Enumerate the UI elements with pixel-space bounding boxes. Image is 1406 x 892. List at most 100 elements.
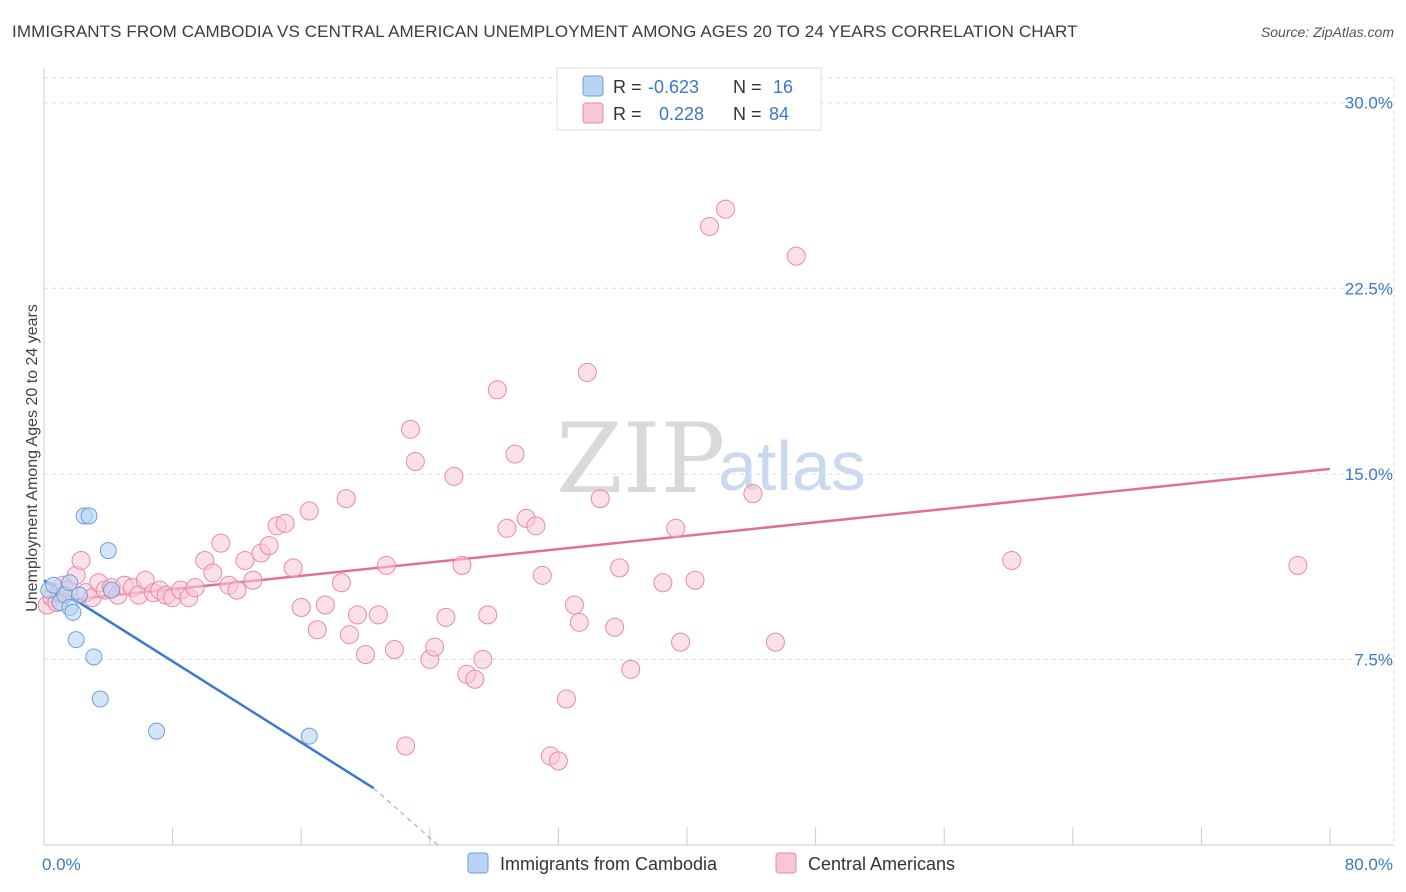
central-americans-point — [609, 558, 629, 578]
central-americans-point — [700, 216, 720, 236]
central-americans-point — [605, 617, 625, 637]
central-americans-point — [384, 640, 404, 660]
x-tick-label: 80.0% — [1345, 855, 1393, 874]
legend-label-central-americans: Central Americans — [808, 854, 955, 874]
legend-swatch-cambodia — [467, 852, 489, 874]
central-americans-point — [368, 605, 388, 625]
central-americans-point — [590, 489, 610, 509]
cambodia-point — [80, 507, 98, 525]
central-americans-point — [671, 632, 691, 652]
central-americans-point — [203, 563, 223, 583]
legend-swatch-central-americans — [775, 852, 797, 874]
cambodia-point — [85, 648, 103, 666]
central-americans-point — [401, 419, 421, 439]
central-americans-point — [291, 597, 311, 617]
legend-swatch-blue — [582, 75, 604, 97]
central-americans-point — [275, 513, 295, 533]
cambodia-trend-line — [43, 579, 375, 790]
central-americans-point — [315, 595, 335, 615]
central-americans-point — [425, 637, 445, 657]
central-americans-point — [621, 659, 641, 679]
y-tick-labels: 7.5% 15.0% 22.5% 30.0% — [1345, 94, 1393, 670]
central-americans-point — [569, 612, 589, 632]
cambodia-point — [61, 574, 79, 592]
central-americans-point — [564, 595, 584, 615]
central-americans-point — [356, 644, 375, 664]
central-americans-point — [473, 649, 493, 669]
central-americans-point — [505, 444, 525, 464]
central-americans-point — [465, 669, 485, 689]
central-americans-point — [497, 518, 517, 538]
central-americans-point — [1002, 550, 1022, 570]
central-americans-point — [227, 580, 247, 600]
central-americans-point — [283, 558, 303, 578]
legend-r-value: -0.623 — [648, 77, 699, 97]
central-americans-point — [235, 550, 255, 570]
central-americans-point — [336, 489, 356, 509]
legend-r-label: R = — [613, 104, 642, 124]
y-tick-label: 22.5% — [1345, 279, 1393, 298]
central-americans-point — [299, 501, 319, 521]
source-credit: Source: ZipAtlas.com — [1260, 24, 1394, 40]
axes — [43, 68, 1394, 846]
cambodia-point — [91, 690, 109, 708]
trend-lines — [43, 467, 1331, 846]
central-americans-point — [259, 536, 279, 556]
central-americans-point — [653, 573, 673, 593]
cambodia-point — [70, 586, 88, 604]
cambodia-point — [300, 727, 318, 745]
cambodia-point — [103, 581, 121, 599]
central-americans-point — [548, 751, 568, 771]
central-americans-point — [243, 570, 263, 590]
legend-r-label: R = — [613, 77, 642, 97]
watermark: ZIP atlas — [556, 403, 866, 515]
legend-r-value: 0.228 — [654, 104, 704, 124]
central-americans-point — [532, 565, 552, 585]
y-axis-label: Unemployment Among Ages 20 to 24 years — [24, 304, 41, 612]
cambodia-point — [99, 542, 117, 560]
legend-n-value: 84 — [769, 104, 789, 124]
central-americans-point — [347, 605, 367, 625]
central-americans-point — [452, 555, 472, 575]
central-americans-point — [331, 573, 351, 593]
watermark-atlas: atlas — [718, 427, 866, 505]
cambodia-point — [67, 631, 85, 649]
y-tick-label: 15.0% — [1345, 465, 1393, 484]
central-americans-point — [185, 578, 205, 598]
x-tick-label: 0.0% — [42, 855, 81, 874]
y-tick-label: 7.5% — [1354, 650, 1393, 669]
central-americans-point — [765, 632, 785, 652]
central-americans-point — [743, 484, 763, 504]
legend-n-value: 16 — [773, 77, 793, 97]
central-americans-point — [526, 516, 546, 536]
central-americans-point — [396, 736, 416, 756]
data-points — [37, 199, 1308, 771]
cambodia-point — [64, 603, 82, 621]
central-americans-point — [1288, 555, 1308, 575]
chart-title: IMMIGRANTS FROM CAMBODIA VS CENTRAL AMER… — [12, 22, 1078, 41]
central-americans-point — [307, 620, 327, 640]
series-legend: Immigrants from Cambodia Central America… — [467, 852, 955, 874]
central-americans-point — [376, 555, 396, 575]
cambodia-point — [148, 722, 166, 740]
stats-legend: R = -0.623 N = 16 R = 0.228 N = 84 — [556, 67, 822, 131]
central-americans-point — [211, 533, 231, 553]
central-americans-point — [716, 199, 736, 219]
legend-swatch-pink — [582, 102, 604, 124]
legend-n-label: N = — [733, 77, 762, 97]
x-tick-labels: 0.0% 80.0% — [42, 855, 1393, 874]
central-americans-point — [556, 689, 576, 709]
central-americans-point — [478, 605, 498, 625]
central-americans-point — [71, 550, 91, 570]
central-americans-point — [436, 607, 456, 627]
y-tick-label: 30.0% — [1345, 94, 1393, 113]
central-americans-point — [577, 362, 597, 382]
legend-n-label: N = — [733, 104, 762, 124]
central-americans-point — [685, 570, 705, 590]
cambodia-trend-extension — [373, 787, 439, 846]
legend-label-cambodia: Immigrants from Cambodia — [500, 854, 718, 874]
central-americans-point — [487, 380, 507, 400]
watermark-zip: ZIP — [556, 403, 725, 515]
central-americans-point — [405, 452, 425, 471]
